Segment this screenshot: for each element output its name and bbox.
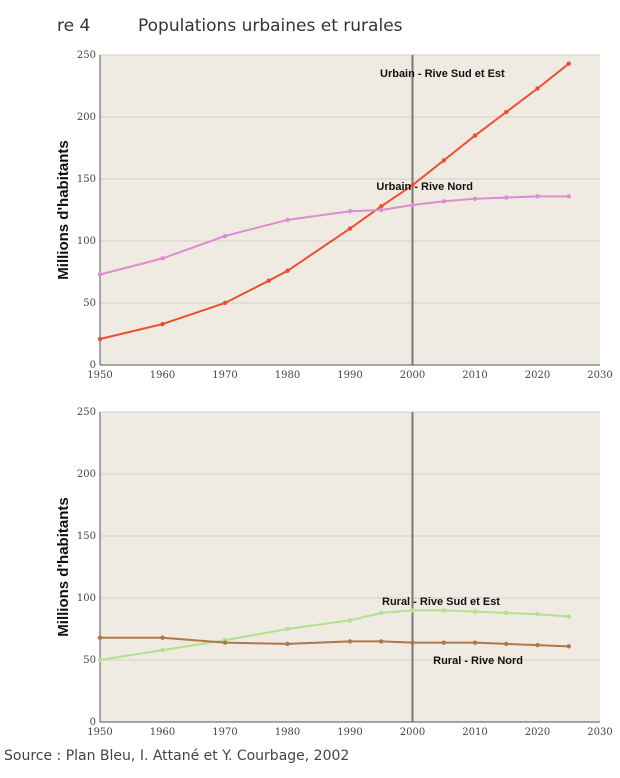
- data-point: [504, 195, 509, 200]
- x-tick-label: 1980: [275, 727, 300, 738]
- data-point: [160, 635, 165, 640]
- x-tick-label: 1990: [337, 727, 362, 738]
- series-label: Urbain - Rive Nord: [376, 181, 473, 193]
- data-point: [379, 207, 384, 213]
- y-tick-label: 100: [77, 593, 96, 604]
- data-point: [160, 647, 165, 653]
- x-tick-label: 1950: [87, 370, 112, 381]
- chart-rural: 0 50 100 150 200 250 1950 1960 1970 1980 1990 2000 2…: [55, 407, 613, 738]
- x-tick-label: 2020: [525, 727, 550, 738]
- x-tick-label: 2030: [587, 370, 612, 381]
- series-label: Rural - Rive Nord: [433, 655, 523, 667]
- data-point: [97, 635, 103, 640]
- data-point: [566, 194, 571, 199]
- x-tick-label: 2030: [587, 727, 612, 738]
- y-axis-label: Millions d'habitants: [55, 497, 72, 636]
- data-point: [160, 321, 165, 327]
- y-tick-label: 100: [77, 236, 96, 247]
- chart-urban: 0 50 100 150 200 250 1950 1960 1970 1980 1990 2000 2…: [55, 50, 613, 381]
- data-point: [285, 626, 290, 632]
- x-tick-label: 2000: [400, 727, 425, 738]
- data-point: [566, 614, 571, 619]
- data-point: [410, 640, 415, 645]
- data-point: [410, 183, 415, 188]
- data-point: [379, 204, 384, 209]
- data-point: [222, 300, 228, 306]
- data-point: [285, 268, 290, 273]
- source-caption: Source : Plan Bleu, I. Attané et Y. Cour…: [4, 748, 350, 764]
- x-tick-label: 1960: [150, 727, 175, 738]
- series-label: Rural - Rive Sud et Est: [382, 596, 500, 608]
- y-tick-label: 200: [77, 469, 96, 480]
- data-point: [472, 133, 478, 138]
- x-tick-label: 1970: [212, 727, 237, 738]
- y-tick-label: 50: [83, 655, 96, 666]
- data-point: [566, 61, 571, 66]
- data-point: [566, 644, 571, 649]
- y-tick-label: 150: [77, 531, 96, 542]
- series-line: [99, 195, 569, 276]
- data-point: [535, 611, 540, 617]
- data-point: [347, 639, 353, 644]
- data-point: [285, 217, 290, 223]
- data-point: [97, 336, 103, 342]
- x-tick-label: 1990: [337, 370, 362, 381]
- data-point: [504, 641, 509, 647]
- figure-label: re 4: [57, 16, 91, 36]
- data-point: [410, 608, 415, 613]
- plot-area: [100, 412, 600, 722]
- series-label: Urbain - Rive Sud et Est: [380, 68, 505, 80]
- y-tick-label: 250: [77, 50, 96, 61]
- x-tick-label: 1960: [150, 370, 175, 381]
- x-tick-label: 2020: [525, 370, 550, 381]
- data-point: [441, 608, 446, 613]
- x-tick-label: 2010: [462, 727, 487, 738]
- data-point: [160, 256, 165, 261]
- data-point: [441, 640, 446, 645]
- data-point: [472, 609, 478, 614]
- y-tick-label: 150: [77, 174, 96, 185]
- data-point: [347, 618, 353, 623]
- y-tick-label: 250: [77, 407, 96, 418]
- y-tick-label: 0: [90, 360, 96, 371]
- data-point: [97, 272, 103, 277]
- data-point: [535, 642, 540, 648]
- figure-title: Populations urbaines et rurales: [138, 16, 403, 36]
- data-point: [472, 196, 478, 202]
- x-tick-label: 2000: [400, 370, 425, 381]
- data-point: [535, 86, 540, 91]
- data-point: [285, 641, 290, 647]
- data-point: [504, 610, 509, 616]
- y-tick-label: 50: [83, 298, 96, 309]
- data-point: [97, 657, 103, 663]
- series-line: [100, 636, 569, 648]
- x-tick-label: 1970: [212, 370, 237, 381]
- data-point: [472, 640, 478, 645]
- x-tick-label: 2010: [462, 370, 487, 381]
- y-tick-label: 200: [77, 112, 96, 123]
- data-point: [379, 639, 384, 644]
- data-point: [535, 194, 540, 199]
- data-point: [379, 610, 384, 616]
- data-point: [441, 158, 446, 163]
- y-tick-label: 0: [90, 717, 96, 728]
- data-point: [410, 202, 415, 208]
- data-point: [504, 109, 509, 115]
- x-tick-label: 1950: [87, 727, 112, 738]
- data-point: [222, 233, 228, 239]
- data-point: [347, 226, 353, 231]
- data-point: [266, 278, 271, 283]
- y-axis-label: Millions d'habitants: [55, 140, 72, 279]
- data-point: [441, 199, 446, 204]
- data-point: [347, 209, 353, 214]
- data-point: [222, 640, 228, 645]
- x-tick-label: 1980: [275, 370, 300, 381]
